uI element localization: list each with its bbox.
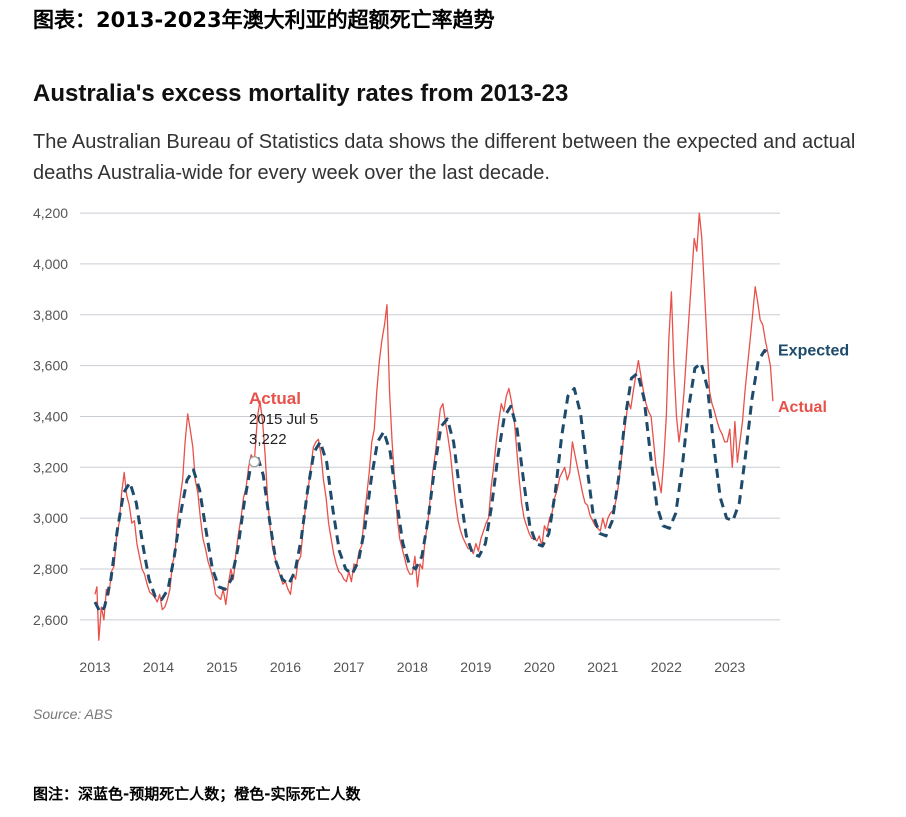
x-tick-label: 2020 [524, 659, 555, 675]
y-tick-label: 4,200 [33, 205, 68, 221]
hover-tooltip: Actual 2015 Jul 5 3,222 [248, 389, 318, 468]
end-label-actual: Actual [778, 399, 827, 416]
series-layer [93, 212, 774, 641]
y-tick-label: 3,600 [33, 358, 68, 374]
x-tick-label: 2018 [397, 659, 428, 675]
chart-source: Source: ABS [33, 706, 113, 722]
y-gridlines [80, 212, 780, 621]
y-axis-tick-labels: 2,600 2,800 3,000 3,200 3,400 3,600 3,800 4,000… [33, 205, 68, 628]
figure-caption: 图注：深蓝色-预期死亡人数；橙色-实际死亡人数 [33, 785, 361, 803]
x-tick-label: 2015 [206, 659, 237, 675]
series-end-labels: Expected Actual [778, 342, 849, 416]
tooltip-marker [248, 456, 260, 468]
tooltip-series-name: Actual [249, 389, 301, 408]
tooltip-value: 3,222 [249, 431, 287, 448]
x-tick-label: 2022 [651, 659, 682, 675]
series-line-actual [94, 212, 774, 641]
y-tick-label: 4,000 [33, 256, 68, 272]
y-tick-label: 3,400 [33, 408, 68, 424]
x-tick-label: 2017 [333, 659, 364, 675]
chart-subtitle: The Australian Bureau of Statistics data… [33, 131, 856, 184]
y-tick-label: 3,800 [33, 307, 68, 323]
x-tick-label: 2013 [79, 659, 110, 675]
series-line-expected [93, 348, 772, 614]
x-tick-label: 2016 [270, 659, 301, 675]
tooltip-date: 2015 Jul 5 [249, 411, 318, 428]
x-tick-label: 2019 [460, 659, 491, 675]
x-tick-label: 2021 [587, 659, 618, 675]
chart-title: Australia's excess mortality rates from … [33, 80, 569, 107]
y-tick-label: 2,600 [33, 612, 68, 628]
y-tick-label: 3,000 [33, 510, 68, 526]
excess-mortality-line-chart: 2,600 2,800 3,000 3,200 3,400 3,600 3,800 4,000… [33, 205, 849, 675]
page-title: 图表：2013-2023年澳大利亚的超额死亡率趋势 [33, 8, 495, 32]
x-tick-label: 2014 [143, 659, 174, 675]
y-tick-label: 2,800 [33, 561, 68, 577]
y-tick-label: 3,200 [33, 459, 68, 475]
end-label-expected: Expected [778, 342, 849, 359]
x-tick-label: 2023 [714, 659, 745, 675]
x-axis-tick-labels: 2013 2014 2015 2016 2017 2018 2019 2020 2021 2022… [79, 659, 745, 675]
